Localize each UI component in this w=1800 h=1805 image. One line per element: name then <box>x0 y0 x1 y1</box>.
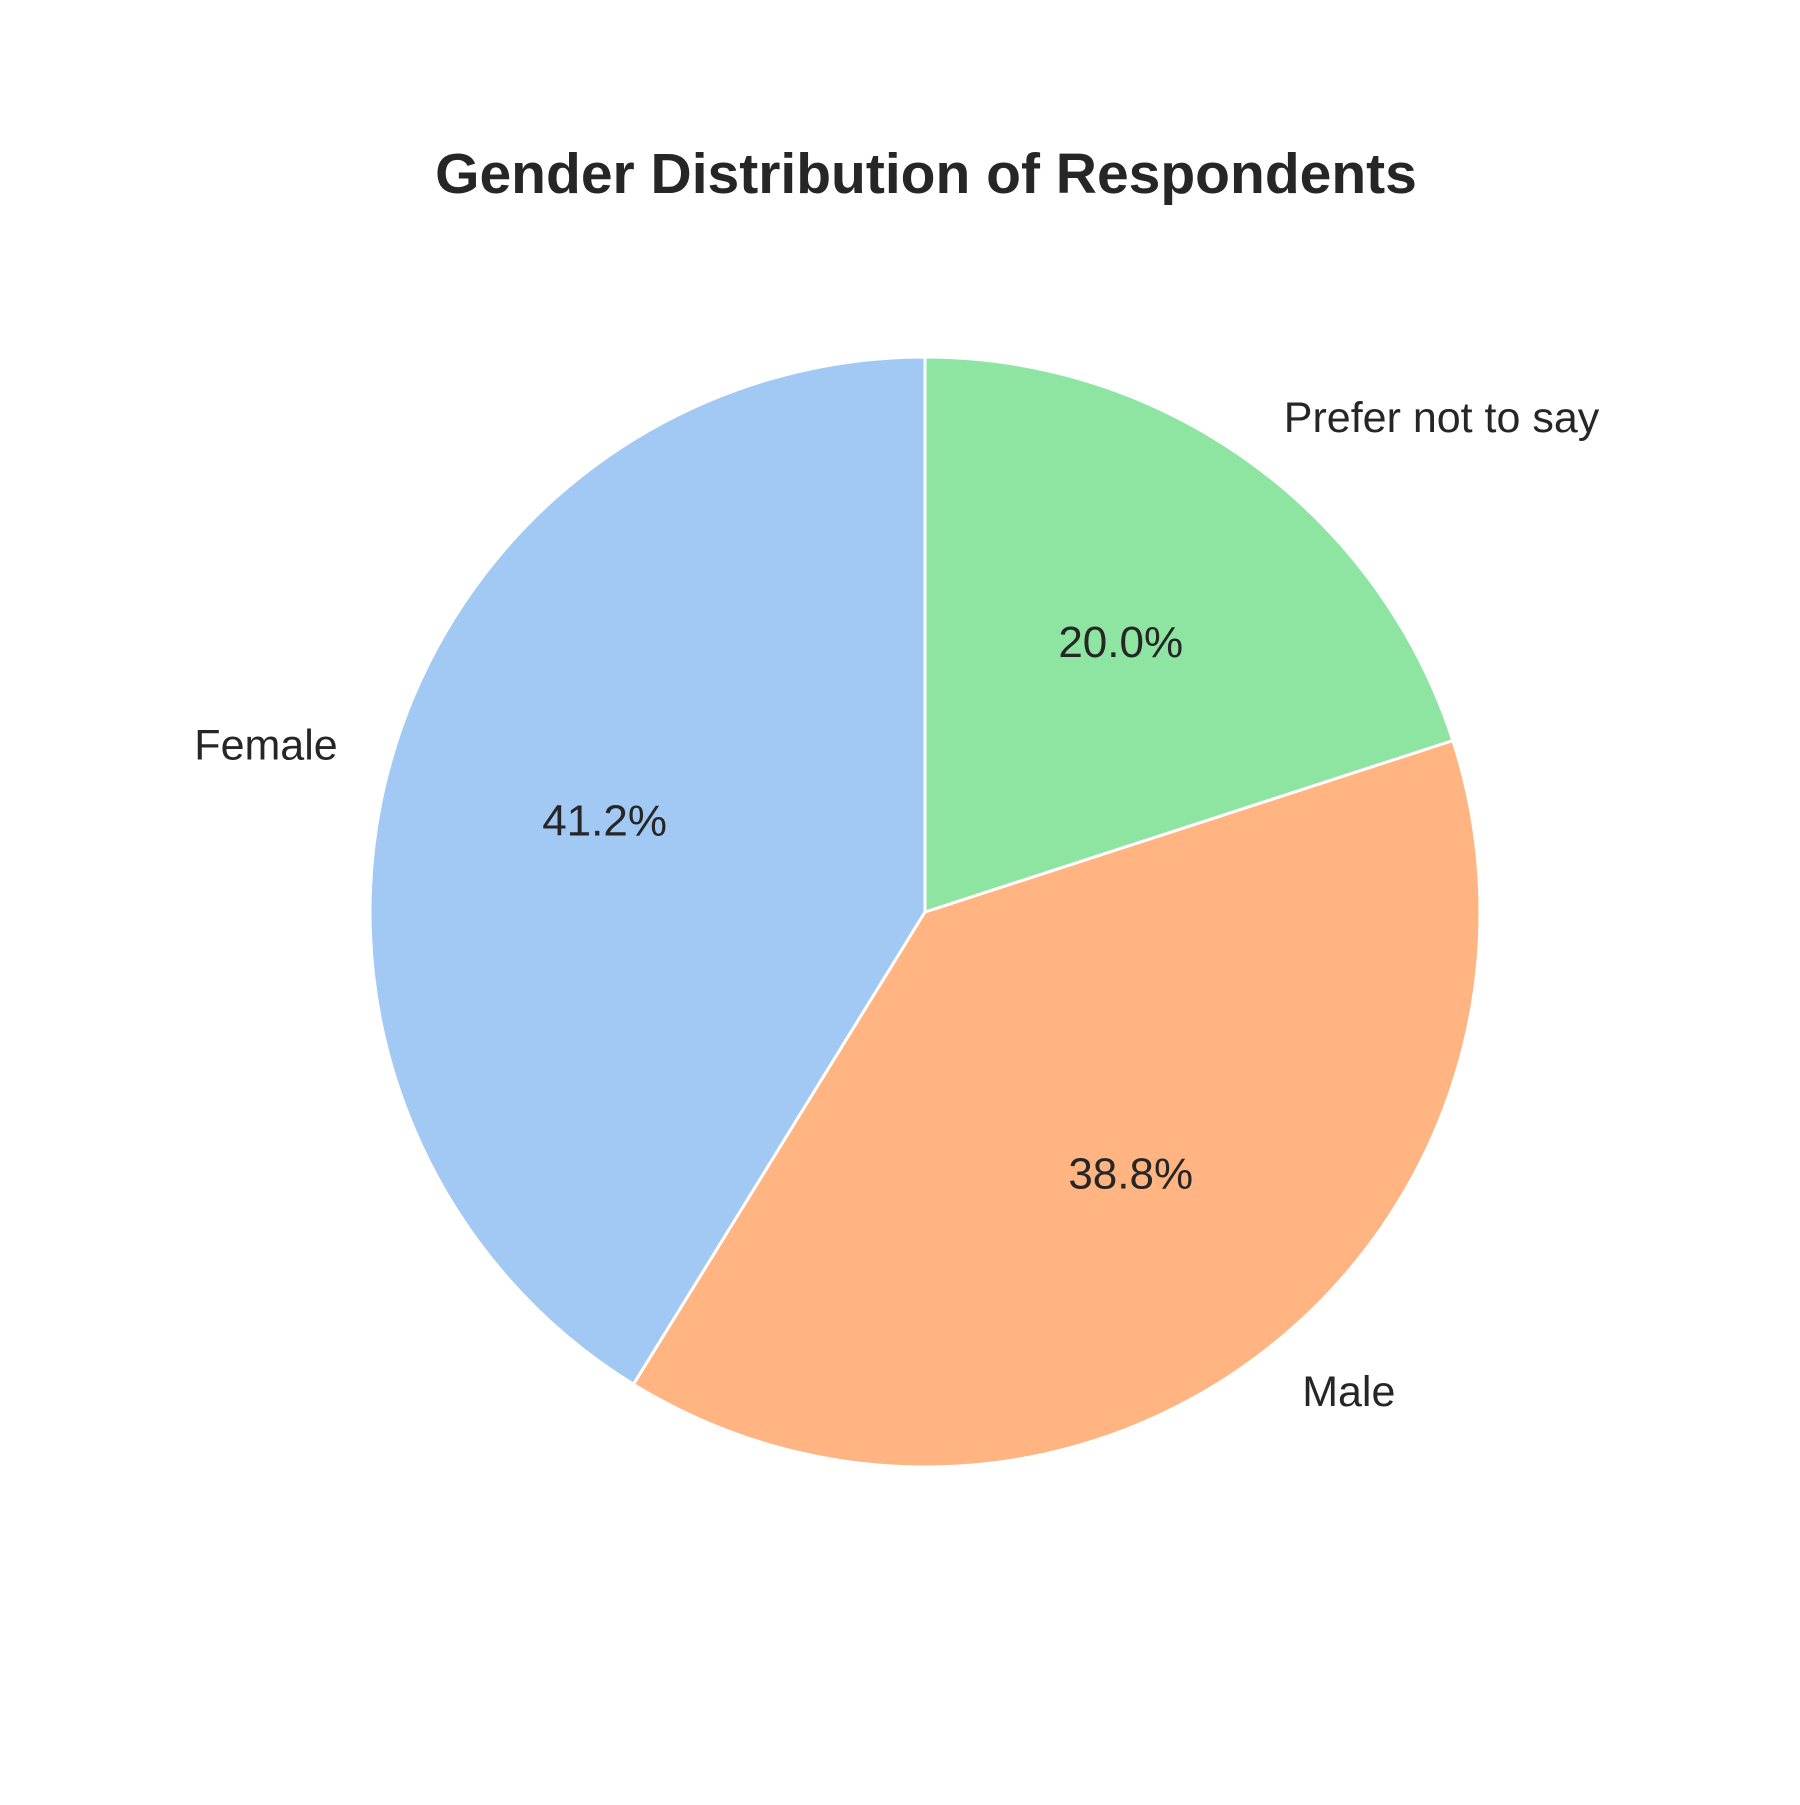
pie-slice-prefer-not-to-say <box>923 355 1455 914</box>
category-label-male: Male <box>1302 1368 1395 1416</box>
pie-slice-female <box>368 355 927 1386</box>
percent-label-prefer-not-to-say: 20.0% <box>1058 618 1183 667</box>
pie-labels: Female 41.2% Male 38.8% Prefer not to say 20.… <box>194 394 1599 1416</box>
category-label-prefer-not-to-say: Prefer not to say <box>1284 394 1600 442</box>
chart-title: Gender Distribution of Respondents <box>435 142 1417 206</box>
pie-slice-male <box>632 739 1482 1469</box>
pie-slices <box>368 355 1482 1469</box>
category-label-female: Female <box>194 721 337 769</box>
percent-label-female: 41.2% <box>542 797 667 846</box>
percent-label-male: 38.8% <box>1068 1149 1193 1198</box>
